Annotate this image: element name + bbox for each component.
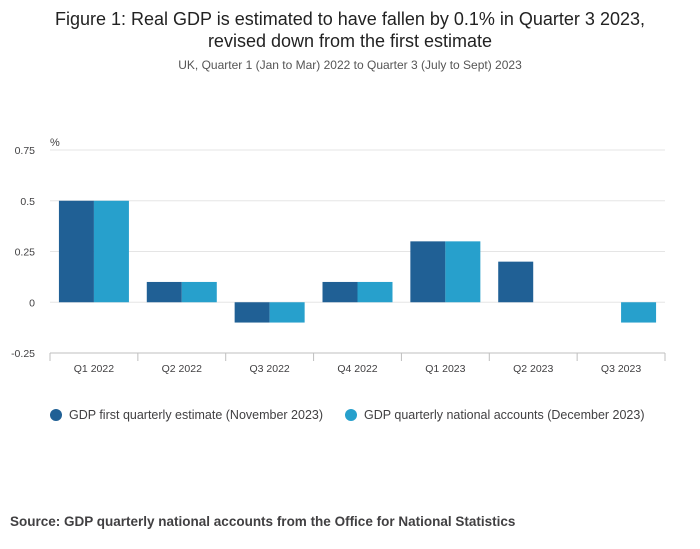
bar-first-estimate [498,261,534,303]
bar-first-estimate [234,302,270,323]
bar-first-estimate [322,281,358,303]
y-axis-unit-label: % [50,137,60,149]
bar-national-accounts [181,281,217,303]
x-tick-label: Q1 2022 [74,363,114,375]
x-tick-label: Q3 2023 [601,363,641,375]
y-tick-label: -0.25 [11,348,35,360]
legend-swatch-national-accounts [345,409,358,421]
x-tick-label: Q2 2023 [513,363,553,375]
x-tick-label: Q1 2023 [425,363,465,375]
title-line-1: Figure 1: Real GDP is estimated to have … [55,9,645,29]
legend-label-national-accounts: GDP quarterly national accounts (Decembe… [364,408,645,422]
grid-layer [50,149,665,354]
y-tick-label: 0.5 [20,196,35,208]
bar-first-estimate [58,200,94,303]
bar-layer [58,200,657,323]
x-tick-label: Q4 2022 [337,363,377,375]
bar-chart: 0.75 0.5 0.25 0 -0.25% Q1 2022 Q2 2022 Q3 2022 Q… [11,137,666,375]
bar-national-accounts [93,200,129,303]
legend-item-first-estimate: GDP first quarterly estimate (November 2… [50,408,323,422]
bar-first-estimate [410,241,446,303]
y-tick-label: 0.75 [15,145,36,157]
legend-label-first-estimate: GDP first quarterly estimate (November 2… [69,408,324,422]
axis-layer: 0.75 0.5 0.25 0 -0.25% Q1 2022 Q2 2022 Q3 2022 Q… [11,137,666,375]
source-note: Source: GDP quarterly national accounts … [10,514,516,529]
y-tick-label: 0.25 [15,247,36,259]
bar-national-accounts [357,281,393,303]
bar-national-accounts [445,241,481,303]
chart-subtitle: UK, Quarter 1 (Jan to Mar) 2022 to Quart… [178,58,522,72]
x-tick-label: Q3 2022 [249,363,289,375]
chart-title: Figure 1: Real GDP is estimated to have … [0,8,700,52]
legend-swatch-first-estimate [50,409,62,421]
bar-national-accounts [621,302,657,323]
legend: GDP first quarterly estimate (November 2… [50,408,690,422]
legend-item-national-accounts: GDP quarterly national accounts (Decembe… [345,408,645,422]
x-tick-label: Q2 2022 [162,363,202,375]
title-line-2: revised down from the first estimate [207,31,493,51]
bar-first-estimate [146,281,182,303]
y-tick-label: 0 [29,297,35,309]
bar-national-accounts [269,302,305,323]
